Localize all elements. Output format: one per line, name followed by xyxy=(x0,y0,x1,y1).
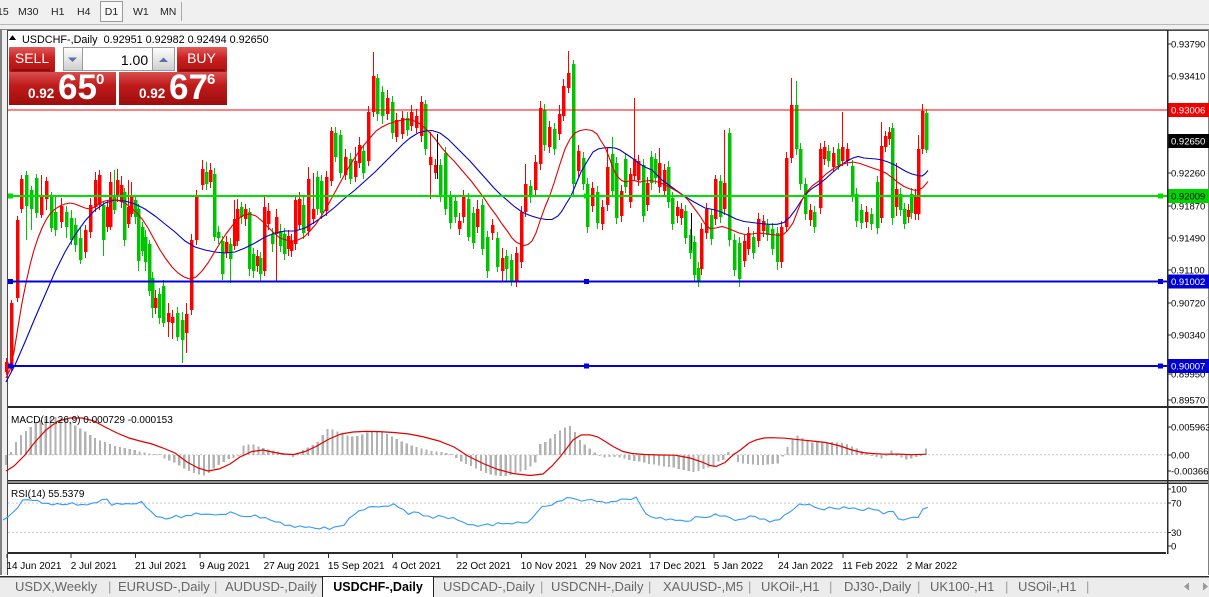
svg-text:0: 0 xyxy=(1171,542,1176,553)
svg-text:70: 70 xyxy=(1171,499,1182,510)
svg-text:0.90340: 0.90340 xyxy=(1171,331,1205,342)
svg-text:0.92009: 0.92009 xyxy=(1171,192,1205,203)
svg-text:22 Oct 2021: 22 Oct 2021 xyxy=(457,561,512,572)
svg-text:9 Aug 2021: 9 Aug 2021 xyxy=(199,561,250,572)
svg-text:USDCHF-,Daily 0.92951 0.92982: USDCHF-,Daily 0.92951 0.92982 0.92494 0.… xyxy=(22,34,269,46)
svg-text:0.00: 0.00 xyxy=(1171,451,1190,462)
svg-text:0.91870: 0.91870 xyxy=(1171,202,1205,213)
svg-text:MACD(12,26,9) 0.000729 -0.0001: MACD(12,26,9) 0.000729 -0.000153 xyxy=(11,415,173,426)
svg-text:15 Sep 2021: 15 Sep 2021 xyxy=(328,561,385,572)
svg-text:2 Jul 2021: 2 Jul 2021 xyxy=(71,561,118,572)
svg-text:24 Jan 2022: 24 Jan 2022 xyxy=(778,561,833,572)
svg-text:27 Aug 2021: 27 Aug 2021 xyxy=(264,561,321,572)
svg-text:29 Nov 2021: 29 Nov 2021 xyxy=(585,561,642,572)
svg-text:-0.00366: -0.00366 xyxy=(1171,467,1209,478)
svg-text:0.89570: 0.89570 xyxy=(1171,396,1205,407)
svg-text:11 Feb 2022: 11 Feb 2022 xyxy=(842,561,898,572)
svg-text:0.91002: 0.91002 xyxy=(1171,277,1205,288)
svg-text:4 Oct 2021: 4 Oct 2021 xyxy=(392,561,441,572)
svg-text:RSI(14) 55.5379: RSI(14) 55.5379 xyxy=(11,489,85,500)
svg-text:0.005963: 0.005963 xyxy=(1171,423,1209,434)
svg-text:100: 100 xyxy=(1171,485,1187,496)
svg-text:0.92650: 0.92650 xyxy=(1171,137,1205,148)
svg-text:0.91490: 0.91490 xyxy=(1171,234,1205,245)
svg-text:0.90007: 0.90007 xyxy=(1171,362,1205,373)
svg-text:30: 30 xyxy=(1171,528,1182,539)
svg-text:0.90720: 0.90720 xyxy=(1171,299,1205,310)
svg-text:2 Mar 2022: 2 Mar 2022 xyxy=(907,561,958,572)
svg-text:0.93006: 0.93006 xyxy=(1171,106,1205,117)
svg-text:21 Jul 2021: 21 Jul 2021 xyxy=(135,561,187,572)
svg-text:0.91100: 0.91100 xyxy=(1171,266,1205,277)
svg-text:0.93790: 0.93790 xyxy=(1171,40,1205,51)
svg-text:14 Jun 2021: 14 Jun 2021 xyxy=(6,561,61,572)
svg-text:10 Nov 2021: 10 Nov 2021 xyxy=(521,561,578,572)
svg-text:17 Dec 2021: 17 Dec 2021 xyxy=(649,561,706,572)
svg-text:0.89950: 0.89950 xyxy=(1171,370,1205,381)
svg-text:0.92260: 0.92260 xyxy=(1171,169,1205,180)
svg-text:0.93410: 0.93410 xyxy=(1171,72,1205,83)
svg-text:5 Jan 2022: 5 Jan 2022 xyxy=(714,561,764,572)
